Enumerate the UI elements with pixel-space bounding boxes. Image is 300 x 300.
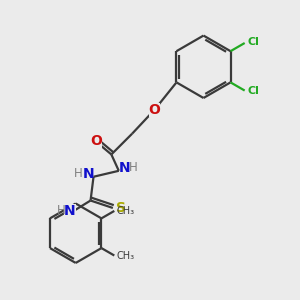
Text: H: H [56, 204, 65, 218]
Text: Cl: Cl [247, 38, 259, 47]
Text: O: O [148, 103, 160, 117]
Text: N: N [64, 204, 76, 218]
Text: H: H [129, 161, 138, 174]
Text: N: N [82, 167, 94, 181]
Text: S: S [116, 201, 126, 215]
Text: Cl: Cl [247, 86, 259, 96]
Text: CH₃: CH₃ [117, 206, 135, 216]
Text: CH₃: CH₃ [117, 250, 135, 260]
Text: H: H [74, 167, 82, 180]
Text: N: N [118, 161, 130, 175]
Text: O: O [90, 134, 102, 148]
